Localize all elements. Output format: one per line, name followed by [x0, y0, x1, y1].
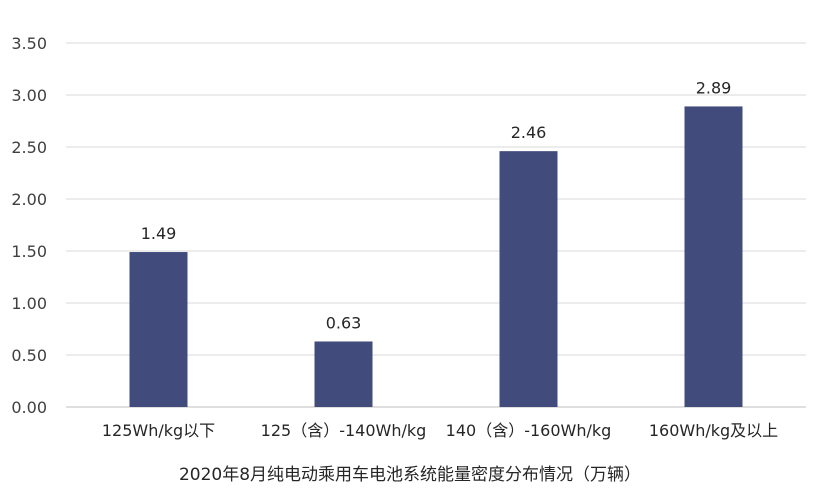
chart-title: 2020年8月纯电动乘用车电池系统能量密度分布情况（万辆）: [178, 465, 642, 485]
bar: [129, 252, 188, 407]
data-label: 0.63: [326, 313, 362, 332]
x-category-label: 160Wh/kg及以上: [649, 421, 778, 440]
y-tick-label: 1.50: [11, 242, 47, 261]
y-tick-label: 0.50: [11, 346, 47, 365]
y-tick-label: 1.00: [11, 294, 47, 313]
data-label: 2.46: [511, 123, 547, 142]
bar: [314, 341, 373, 407]
x-category-label: 125Wh/kg以下: [102, 421, 215, 440]
data-label: 2.89: [696, 78, 732, 97]
y-tick-label: 0.00: [11, 398, 47, 417]
bar: [499, 151, 558, 407]
y-tick-label: 2.50: [11, 138, 47, 157]
x-category-label: 140（含）-160Wh/kg: [446, 421, 612, 440]
bar: [684, 106, 743, 407]
data-label: 1.49: [141, 224, 177, 243]
y-tick-label: 2.00: [11, 190, 47, 209]
x-category-label: 125（含）-140Wh/kg: [261, 421, 427, 440]
y-tick-label: 3.50: [11, 34, 47, 53]
y-tick-label: 3.00: [11, 86, 47, 105]
